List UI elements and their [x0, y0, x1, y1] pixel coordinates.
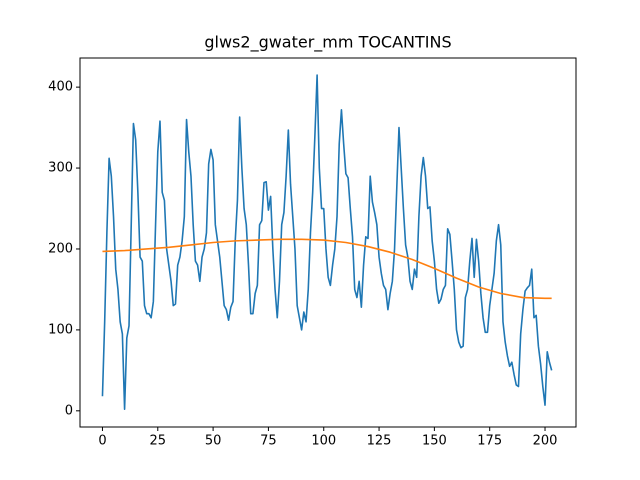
y-tick-label: 300	[48, 161, 73, 176]
x-tick-label: 125	[367, 434, 392, 449]
series-line	[101, 74, 553, 410]
chart-title: glws2_gwater_mm TOCANTINS	[204, 33, 451, 53]
y-tick-label: 0	[65, 403, 73, 418]
x-tick-label: 0	[98, 434, 106, 449]
y-tick-label: 200	[48, 241, 73, 256]
y-tick-label: 400	[48, 80, 73, 95]
x-tick-label: 75	[260, 434, 277, 449]
x-tick-label: 150	[422, 434, 447, 449]
x-tick-label: 175	[477, 434, 502, 449]
series-line	[102, 238, 552, 300]
y-tick-label: 100	[48, 322, 73, 337]
plot-frame	[79, 57, 577, 428]
x-tick-label: 100	[311, 434, 336, 449]
x-tick-label: 50	[205, 434, 222, 449]
x-tick-label: 200	[533, 434, 558, 449]
x-tick-label: 25	[150, 434, 167, 449]
